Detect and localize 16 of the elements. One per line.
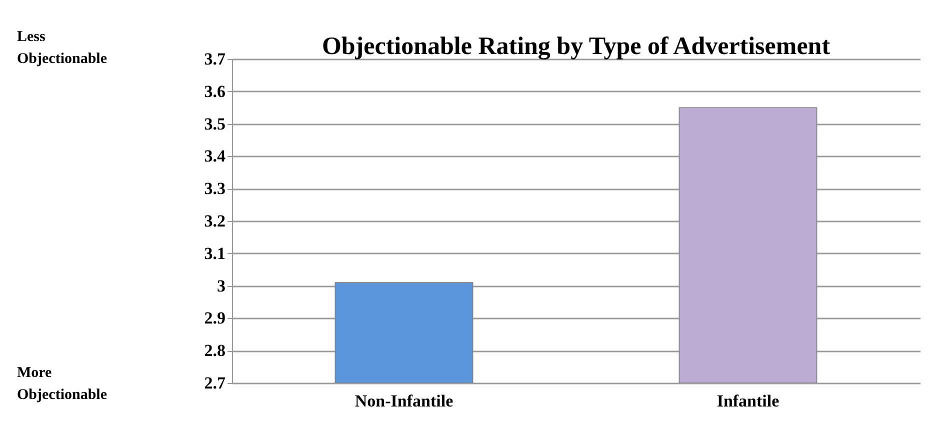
y-tick-label: 3.6 — [204, 82, 226, 101]
text: Less Objectionable — [17, 29, 108, 67]
y-tick-label: 2.9 — [204, 308, 226, 328]
x-tick-label: Infantile — [716, 392, 780, 410]
y-tick-label: 3.3 — [204, 179, 226, 198]
y-tick-label: 3 — [217, 276, 226, 296]
y-tick-label: 3.2 — [204, 212, 226, 230]
y-tick-label: 3.7 — [204, 50, 226, 68]
x-tick-label: Non-Infantile — [354, 392, 454, 410]
y-tick-label: 3.5 — [204, 114, 226, 134]
y-tick-label: 3.4 — [204, 146, 226, 166]
text: More Objectionable — [17, 365, 108, 403]
y-tick-label: 3.1 — [204, 244, 226, 263]
y-tick-label: 2.7 — [204, 374, 226, 392]
chart-title: Objectionable Rating by Type of Advertisement — [322, 33, 831, 60]
y-tick-label: 2.8 — [204, 341, 226, 360]
